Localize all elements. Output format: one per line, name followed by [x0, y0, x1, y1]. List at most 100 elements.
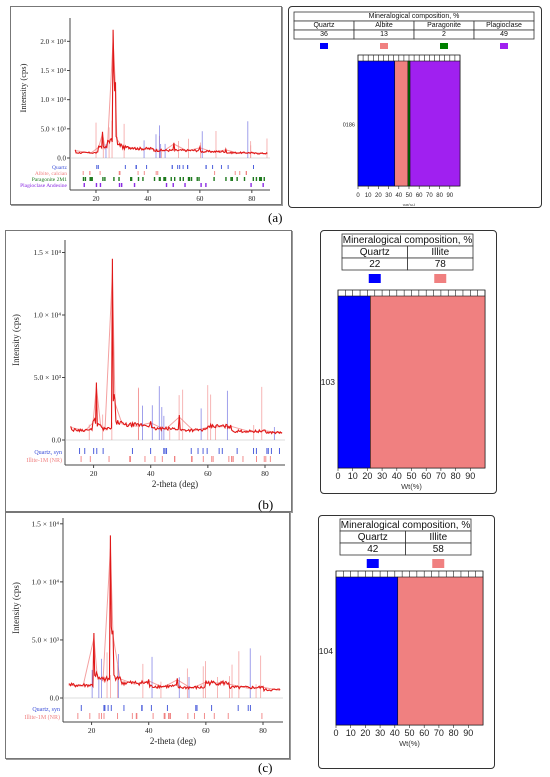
sample-label: 0186 [343, 123, 355, 129]
composition-frame-a [288, 6, 542, 208]
x-tick-label: 60 [416, 193, 423, 199]
x-tick-label: 20 [92, 195, 100, 203]
x-tick-label: 70 [434, 728, 444, 738]
mineral-value: 49 [500, 31, 508, 38]
x-tick-label: 50 [406, 471, 416, 481]
x-tick-label: 10 [346, 728, 356, 738]
x-tick-label: 60 [196, 195, 204, 203]
x-tick-label: 40 [390, 728, 400, 738]
mineral-value: 22 [369, 259, 381, 270]
legend-swatch [500, 43, 508, 49]
phase-label: Quartz, syn [32, 707, 60, 713]
phase-label: Illite-1M (NR) [25, 714, 61, 721]
caption-a: (a) [268, 210, 283, 225]
x-axis-label: Wt(%) [401, 482, 422, 491]
xrd-chart-c: 0.0 5.0 × 10³ 1.0 × 10⁴ 1.5 × 10⁴ Intensity … [11, 518, 283, 746]
x-axis-label: Wt(%) [403, 203, 416, 206]
x-tick-label: 60 [202, 726, 210, 735]
mineral-name: Quartz [313, 22, 335, 29]
x-tick-label: 20 [88, 726, 96, 735]
diffraction-pattern [68, 535, 281, 693]
mineral-name: Paragonite [427, 22, 461, 29]
x-tick-label: 0 [335, 471, 340, 481]
x-tick-label: 50 [404, 728, 414, 738]
mineral-value: 58 [433, 544, 445, 555]
x-tick-label: 70 [426, 193, 433, 199]
x-tick-label: 40 [392, 471, 402, 481]
y-tick-label: 0.0 [50, 694, 60, 703]
y-tick-label: 1.0 × 10⁴ [40, 96, 66, 104]
x-tick-label: 20 [360, 728, 370, 738]
bar-segment-plagioclase [409, 60, 461, 187]
calculated-profile [68, 548, 281, 691]
bar-segment-quartz [335, 576, 399, 726]
y-tick-label: 5.0 × 10³ [32, 635, 60, 644]
diffraction-pattern [70, 258, 283, 435]
xrd-frame-c [5, 512, 290, 759]
composition-frame-b [320, 230, 497, 494]
legend-swatch [380, 43, 388, 49]
xrd-frame-a [10, 6, 282, 205]
x-tick-label: 0 [333, 728, 338, 738]
bar-segment-illite [370, 295, 486, 469]
legend-swatch [440, 43, 448, 49]
y-axis-label: Intensity (cps) [11, 582, 21, 634]
phase-label: Plagioclase Andesine [20, 183, 67, 189]
table-title: Mineralogical composition, % [341, 520, 471, 531]
legend-swatch [434, 274, 447, 283]
x-tick-label: 10 [348, 471, 358, 481]
y-tick-label: 1.5 × 10⁴ [34, 248, 62, 257]
mineral-value: 42 [367, 544, 379, 555]
x-axis-label: Wt(%) [399, 739, 420, 748]
x-tick-label: 70 [436, 471, 446, 481]
x-tick-label: 90 [465, 471, 475, 481]
x-tick-label: 90 [463, 728, 473, 738]
mineral-name: Quartz [358, 532, 388, 543]
mineral-value: 13 [380, 31, 388, 38]
x-tick-label: 60 [204, 469, 212, 478]
x-tick-label: 60 [419, 728, 429, 738]
x-tick-label: 30 [385, 193, 392, 199]
x-tick-label: 80 [436, 193, 443, 199]
xrd-chart-a: 0.0 5.0 × 10³ 1.0 × 10⁴ 1.5 × 10⁴ 2.0 × 10⁴ I… [18, 18, 270, 203]
mineral-value-cell [405, 542, 472, 556]
legend-swatch [368, 274, 381, 283]
phase-label: Illite-1M (NR) [27, 457, 63, 464]
x-tick-label: 40 [147, 469, 155, 478]
mineral-name: Quartz [360, 247, 390, 258]
composition-chart-a: Mineralogical composition, % Quartz 36 Albi… [293, 11, 535, 206]
y-tick-label: 1.5 × 10⁴ [40, 67, 66, 75]
bar-segment-albite [394, 60, 409, 187]
y-tick-label: 0.0 [57, 155, 66, 163]
x-tick-label: 90 [446, 193, 453, 199]
x-tick-label: 50 [406, 193, 413, 199]
calculated-profile [75, 39, 268, 155]
xrd-frame-b [5, 230, 292, 512]
table-title: Mineralogical composition, % [369, 13, 460, 20]
phase-label: Paragonite 2M1 [32, 177, 68, 183]
mineral-value: 36 [320, 31, 328, 38]
x-tick-label: 20 [375, 193, 382, 199]
y-tick-label: 2.0 × 10⁴ [40, 38, 66, 46]
x-axis-label: 2-theta (deg) [150, 736, 196, 746]
x-tick-label: 40 [395, 193, 402, 199]
mineral-value: 2 [442, 31, 446, 38]
legend-swatch [366, 559, 379, 568]
x-tick-label: 30 [377, 471, 387, 481]
x-tick-label: 10 [365, 193, 372, 199]
legend-swatch [432, 559, 445, 568]
x-tick-label: 40 [145, 726, 153, 735]
bar-segment-quartz [337, 295, 371, 469]
y-tick-label: 1.0 × 10⁴ [32, 577, 60, 586]
mineral-name: Plagioclase [486, 22, 522, 29]
mineral-name: Albite [375, 22, 393, 29]
legend-swatch [320, 43, 328, 49]
y-axis-label: Intensity (cps) [18, 63, 28, 112]
x-tick-label: 40 [144, 195, 152, 203]
y-tick-label: 5.0 × 10³ [41, 125, 66, 133]
table-title: Mineralogical composition, % [343, 235, 473, 246]
sample-label: 0104 [318, 646, 333, 656]
mineral-name: Illite [431, 247, 449, 258]
